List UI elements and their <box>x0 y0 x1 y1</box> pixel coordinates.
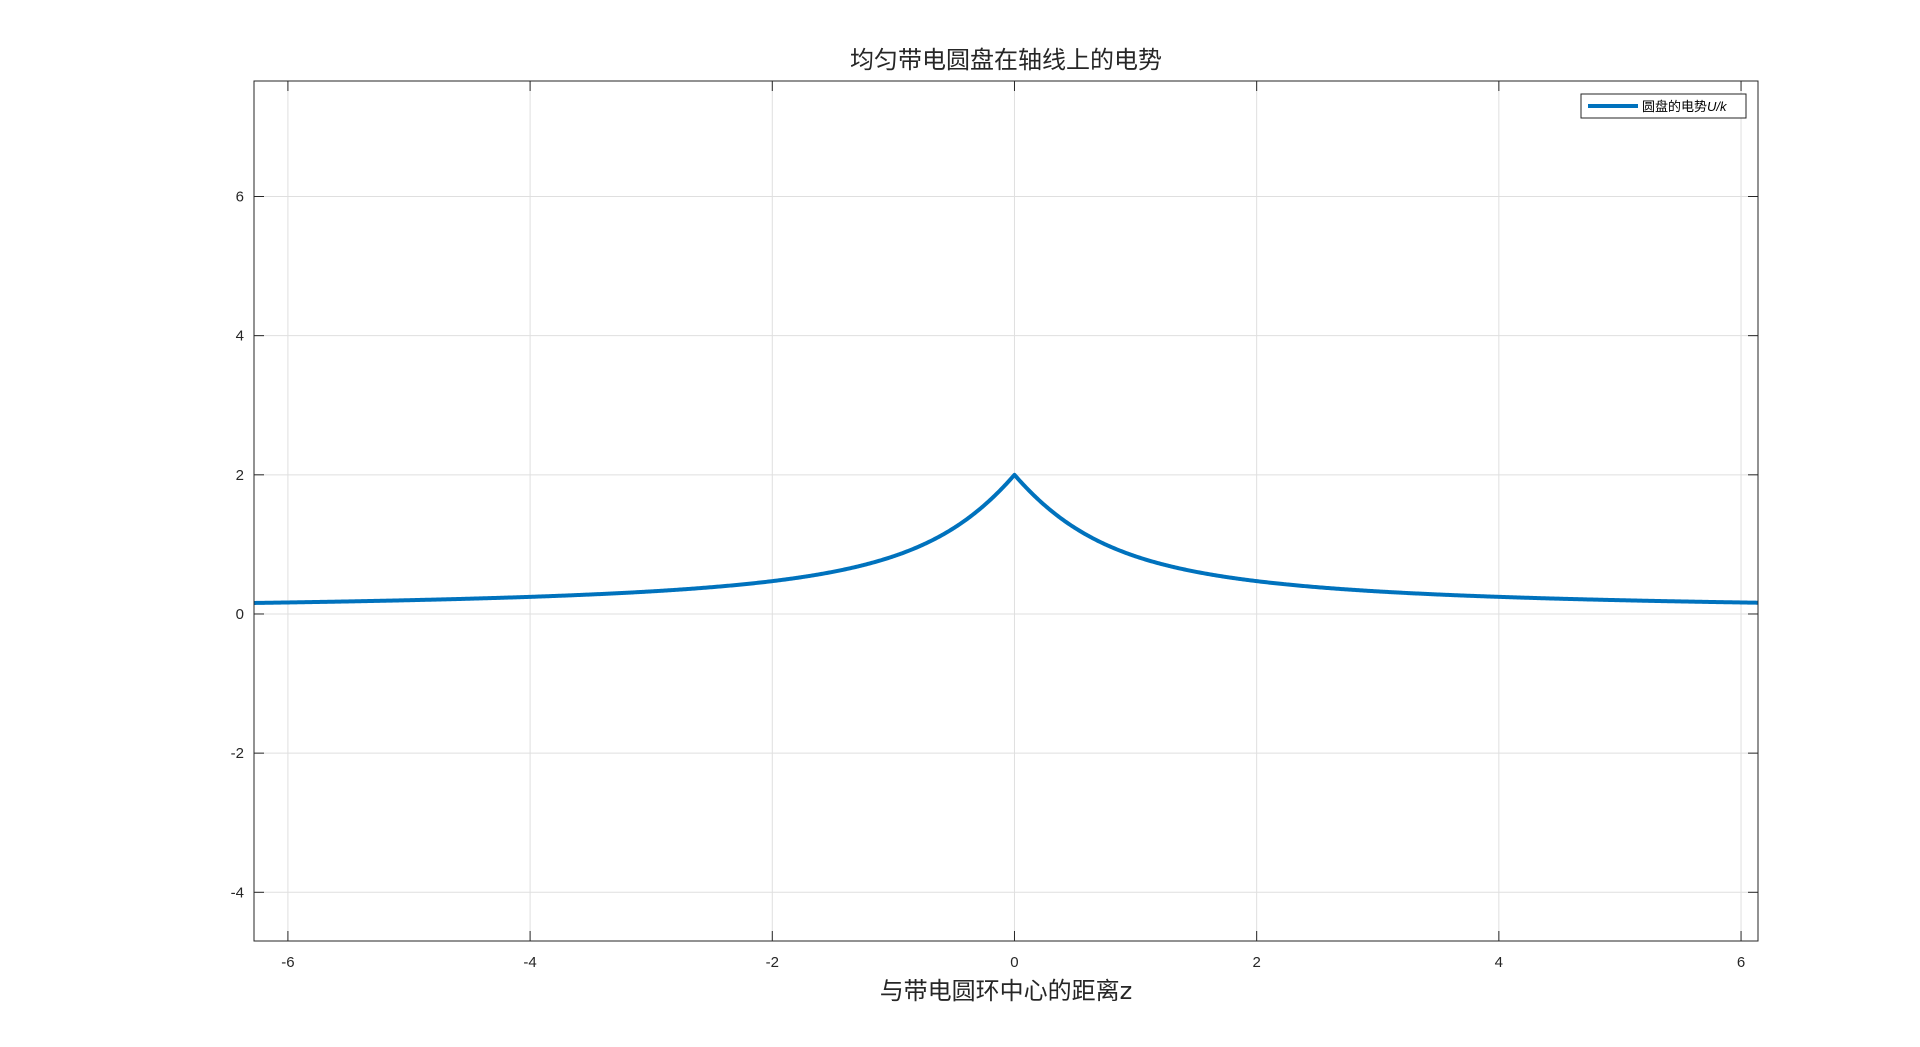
chart-title: 均匀带电圆盘在轴线上的电势 <box>850 46 1162 74</box>
series-layer <box>253 472 1759 605</box>
legend-label: 圆盘的电势U/k <box>1642 99 1728 115</box>
x-tick-label: 2 <box>1252 954 1260 971</box>
legend-label-symbol: U/k <box>1707 99 1728 114</box>
series-line-disk-potential <box>253 472 1759 605</box>
plot-area-frame <box>253 80 1759 942</box>
grid-layer <box>254 81 1758 941</box>
x-axis-label: 与带电圆环中心的距离z <box>880 977 1133 1005</box>
x-tick-label: 4 <box>1495 954 1503 971</box>
y-tick-label: 4 <box>236 328 244 345</box>
plot-area-background <box>254 81 1758 941</box>
legend[interactable]: 圆盘的电势U/k <box>1580 93 1747 119</box>
x-tick-label: -2 <box>766 954 779 971</box>
x-tick-label: 6 <box>1737 954 1745 971</box>
legend-label-text: 圆盘的电势 <box>1642 99 1707 115</box>
y-tick-label: -4 <box>231 884 244 901</box>
y-tick-label: 2 <box>236 467 244 484</box>
x-tick-label: -4 <box>523 954 536 971</box>
y-tick-label: 6 <box>236 189 244 206</box>
y-tick-label: 0 <box>236 606 244 623</box>
x-tick-label: -6 <box>281 954 294 971</box>
x-tick-label: 0 <box>1010 954 1018 971</box>
tick-layer: -6 -4 -2 0 2 4 6 -4 -2 0 2 4 6 <box>231 81 1758 971</box>
y-tick-label: -2 <box>231 745 244 762</box>
